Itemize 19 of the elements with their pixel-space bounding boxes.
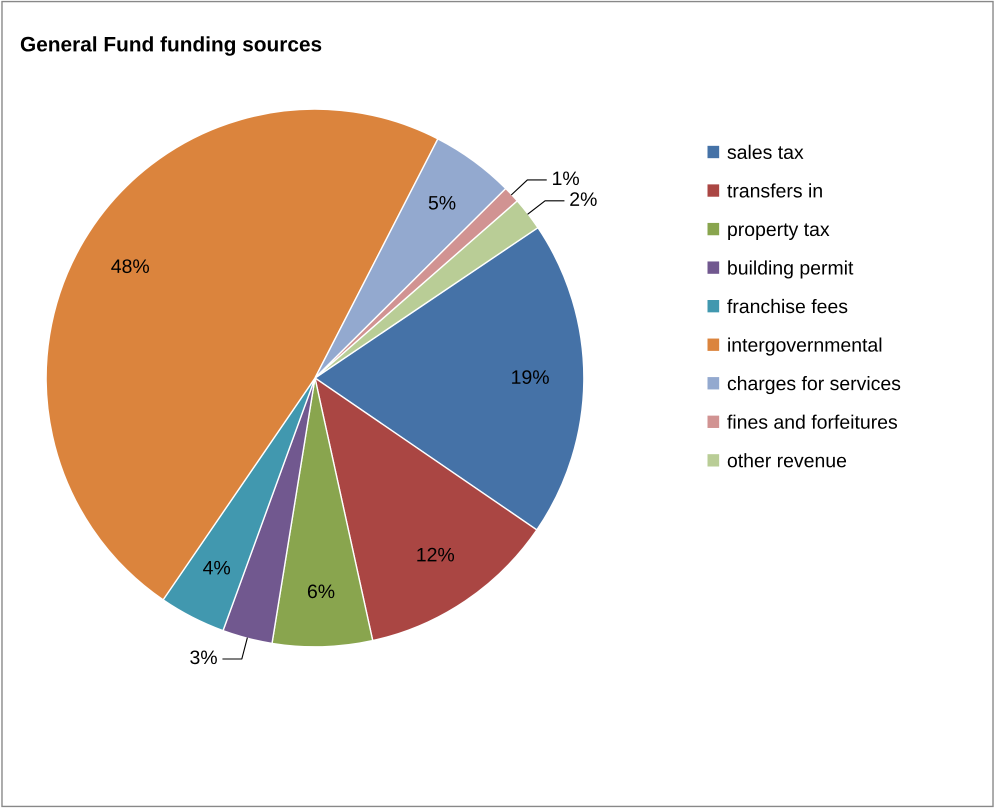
legend-label: property tax — [728, 223, 830, 240]
data-label: 19% — [512, 370, 549, 384]
data-label: 1% — [553, 172, 579, 186]
data-label: 48% — [111, 259, 150, 274]
legend-label: fines and forfeitures — [727, 414, 898, 429]
legend-label: intergovernmental — [728, 337, 882, 356]
data-label: 3% — [190, 650, 217, 664]
chart-title: General Fund funding sources — [20, 36, 322, 56]
legend-label: other revenue — [728, 453, 846, 468]
legend-label: transfers in — [727, 183, 822, 198]
data-label: 6% — [308, 584, 334, 598]
legend-label: sales tax — [727, 144, 804, 160]
data-label: 2% — [570, 192, 597, 206]
legend-label: charges for services — [728, 376, 900, 394]
data-label: 5% — [428, 196, 456, 210]
data-label: 4% — [203, 560, 230, 574]
legend-label: building permit — [728, 260, 854, 279]
legend-label: franchise fees — [727, 298, 848, 314]
data-label: 12% — [417, 548, 454, 562]
